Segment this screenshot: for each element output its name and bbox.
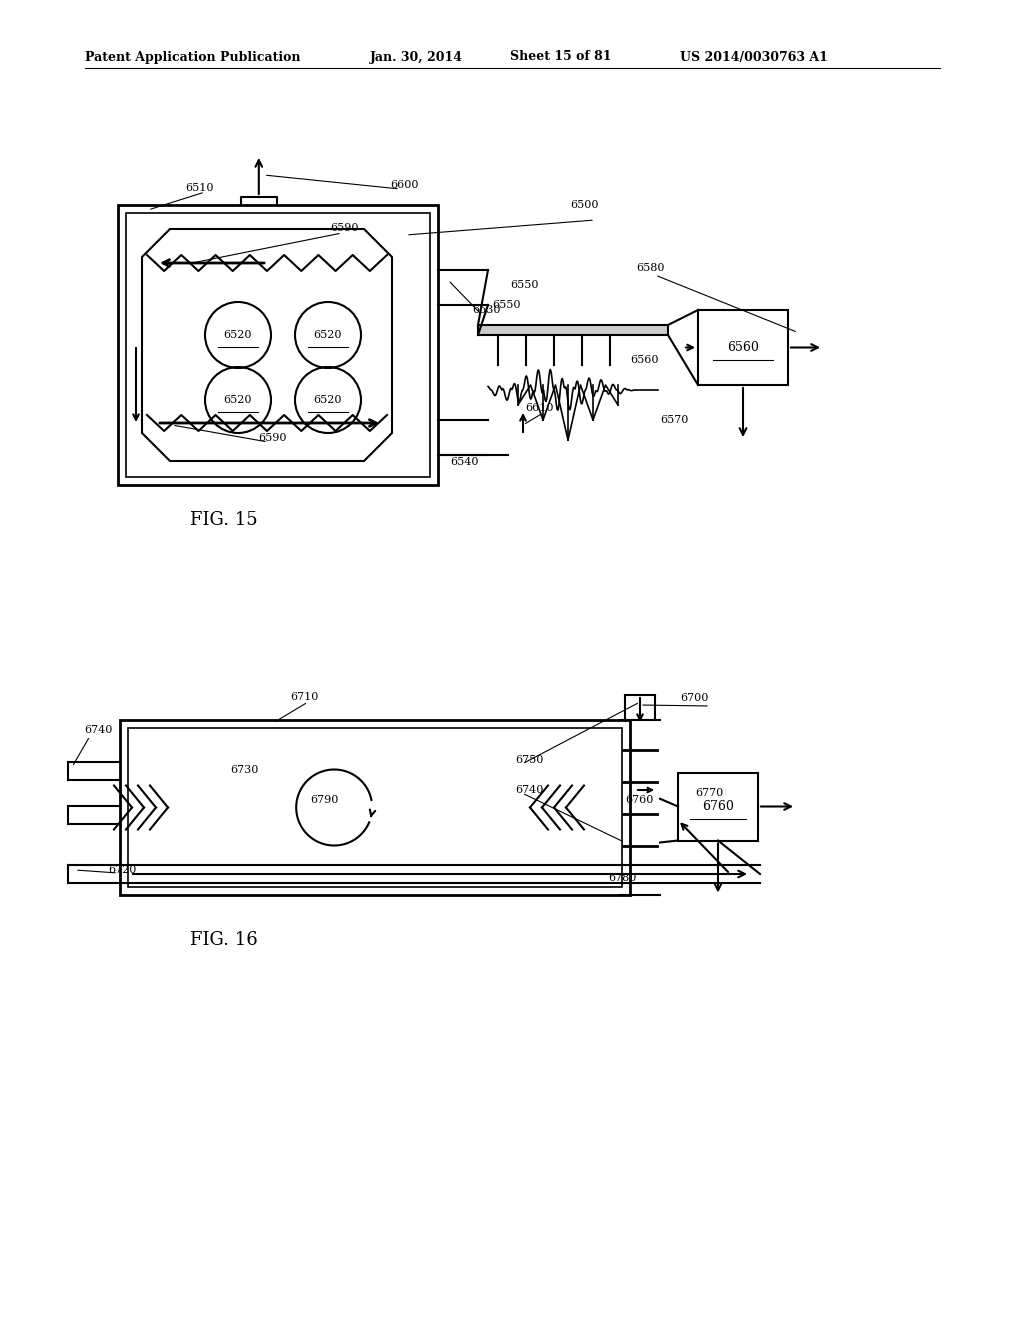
Text: Sheet 15 of 81: Sheet 15 of 81	[510, 50, 611, 63]
Bar	[128, 729, 622, 887]
Text: 6550: 6550	[510, 280, 539, 290]
Text: 6590: 6590	[330, 223, 358, 234]
Text: 6500: 6500	[570, 201, 598, 210]
Polygon shape	[142, 228, 392, 461]
Text: Patent Application Publication: Patent Application Publication	[85, 50, 300, 63]
Text: 6600: 6600	[390, 180, 419, 190]
Text: 6740: 6740	[84, 725, 113, 735]
Text: 6720: 6720	[108, 865, 136, 875]
Text: 6700: 6700	[680, 693, 709, 704]
Bar	[698, 310, 788, 385]
Text: 6770: 6770	[695, 788, 723, 799]
Bar	[120, 719, 630, 895]
Bar	[678, 772, 758, 841]
Text: 6780: 6780	[608, 873, 636, 883]
Text: 6520: 6520	[224, 395, 252, 405]
Text: 6790: 6790	[310, 795, 338, 805]
Text: 6550: 6550	[492, 300, 520, 310]
Text: Jan. 30, 2014: Jan. 30, 2014	[370, 50, 463, 63]
Text: 6520: 6520	[313, 330, 342, 341]
Text: 6710: 6710	[290, 692, 318, 702]
Text: 6560: 6560	[630, 355, 658, 366]
Text: 6530: 6530	[472, 305, 501, 315]
Bar	[126, 213, 430, 477]
Text: 6510: 6510	[185, 183, 213, 193]
Text: 6760: 6760	[625, 795, 653, 805]
Bar	[118, 205, 438, 484]
Text: 6540: 6540	[450, 457, 478, 467]
Text: FIG. 16: FIG. 16	[190, 931, 258, 949]
Text: 6590: 6590	[258, 433, 287, 444]
Text: US 2014/0030763 A1: US 2014/0030763 A1	[680, 50, 827, 63]
Text: 6560: 6560	[727, 341, 759, 354]
Text: 6570: 6570	[660, 414, 688, 425]
Text: 6580: 6580	[636, 263, 665, 273]
Text: 6760: 6760	[702, 800, 734, 813]
Text: 6750: 6750	[515, 755, 544, 766]
Text: 6520: 6520	[313, 395, 342, 405]
Text: 6740: 6740	[515, 785, 544, 795]
Text: 6730: 6730	[230, 766, 258, 775]
Bar	[478, 325, 668, 335]
Text: 6610: 6610	[525, 403, 554, 413]
Text: FIG. 15: FIG. 15	[190, 511, 258, 529]
Text: 6520: 6520	[224, 330, 252, 341]
